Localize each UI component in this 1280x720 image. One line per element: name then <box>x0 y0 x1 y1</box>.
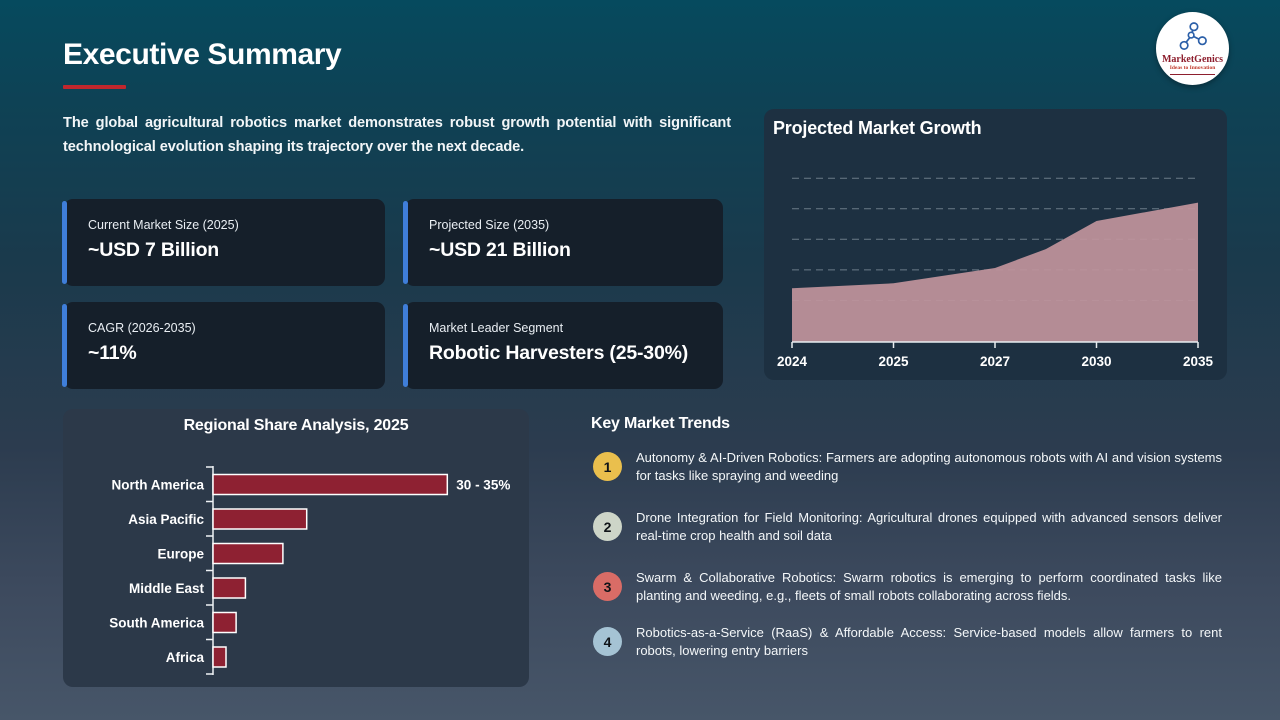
stat-label: Current Market Size (2025) <box>88 218 239 232</box>
svg-text:Asia Pacific: Asia Pacific <box>128 512 204 527</box>
trend-number-badge: 4 <box>593 627 622 656</box>
svg-text:2027: 2027 <box>980 354 1010 369</box>
regional-chart-title: Regional Share Analysis, 2025 <box>183 417 409 434</box>
regional-share-chart: North America 30 - 35% Asia Pacific Europe M… <box>109 466 510 675</box>
stat-card-cagr: CAGR (2026-2035) ~11% <box>62 302 385 389</box>
svg-text:2030: 2030 <box>1081 354 1111 369</box>
logo-tagline: Ideas to Innovation <box>1169 65 1216 75</box>
svg-text:Middle East: Middle East <box>129 581 205 596</box>
svg-text:30 - 35%: 30 - 35% <box>456 478 510 493</box>
projected-market-growth-card: Projected Market Growth 2024 2025 2027 2030… <box>764 109 1227 380</box>
stat-cards-grid: Current Market Size (2025) ~USD 7 Billio… <box>62 199 723 389</box>
page-title: Executive Summary <box>63 38 342 71</box>
stat-label: CAGR (2026-2035) <box>88 321 196 335</box>
trend-text: Drone Integration for Field Monitoring: … <box>636 510 1222 543</box>
intro-text: The global agricultural robotics market … <box>63 115 731 155</box>
logo: MarketGenics Ideas to Innovation <box>1156 12 1229 85</box>
stat-value: ~USD 21 Billion <box>429 239 571 261</box>
stat-value: ~11% <box>88 342 137 364</box>
stat-value: ~USD 7 Billion <box>88 239 220 261</box>
trend-item-raas: 4 Robotics-as-a-Service (RaaS) & Afforda… <box>591 624 1223 659</box>
regional-share-card: Regional Share Analysis, 2025 North Amer… <box>63 409 529 687</box>
svg-text:North America: North America <box>111 478 204 493</box>
svg-text:Europe: Europe <box>157 547 204 562</box>
trend-text: Robotics-as-a-Service (RaaS) & Affordabl… <box>636 625 1222 658</box>
stat-label: Market Leader Segment <box>429 321 564 335</box>
key-market-trends-section: Key Market Trends 1 Autonomy & AI-Driven… <box>591 409 1223 679</box>
trend-number-badge: 2 <box>593 512 622 541</box>
stat-card-projected-size: Projected Size (2035) ~USD 21 Billion <box>403 199 723 286</box>
trend-text: Autonomy & AI-Driven Robotics: Farmers a… <box>636 450 1222 483</box>
svg-text:Africa: Africa <box>166 650 205 665</box>
trend-item-swarm: 3 Swarm & Collaborative Robotics: Swarm … <box>591 569 1223 604</box>
projected-market-growth-chart: 2024 2025 2027 2030 2035 <box>777 177 1214 369</box>
logo-name: MarketGenics <box>1161 54 1224 66</box>
growth-chart-title: Projected Market Growth <box>773 118 982 138</box>
trends-heading: Key Market Trends <box>591 415 730 432</box>
trend-item-autonomy: 1 Autonomy & AI-Driven Robotics: Farmers… <box>591 449 1223 484</box>
stat-label: Projected Size (2035) <box>429 218 550 232</box>
svg-text:2025: 2025 <box>878 354 909 369</box>
svg-text:2024: 2024 <box>777 354 808 369</box>
stat-card-current-market-size: Current Market Size (2025) ~USD 7 Billio… <box>62 199 385 286</box>
logo-network-icon <box>1179 22 1207 51</box>
stat-value: Robotic Harvesters (25-30%) <box>429 342 689 364</box>
title-underline <box>63 85 126 89</box>
stat-card-market-leader: Market Leader Segment Robotic Harvesters… <box>403 302 723 389</box>
trend-number-badge: 1 <box>593 452 622 481</box>
trend-text: Swarm & Collaborative Robotics: Swarm ro… <box>636 570 1222 603</box>
svg-text:2035: 2035 <box>1183 354 1214 369</box>
svg-text:South America: South America <box>109 616 204 631</box>
trend-item-drones: 2 Drone Integration for Field Monitoring… <box>591 509 1223 544</box>
trend-number-badge: 3 <box>593 572 622 601</box>
